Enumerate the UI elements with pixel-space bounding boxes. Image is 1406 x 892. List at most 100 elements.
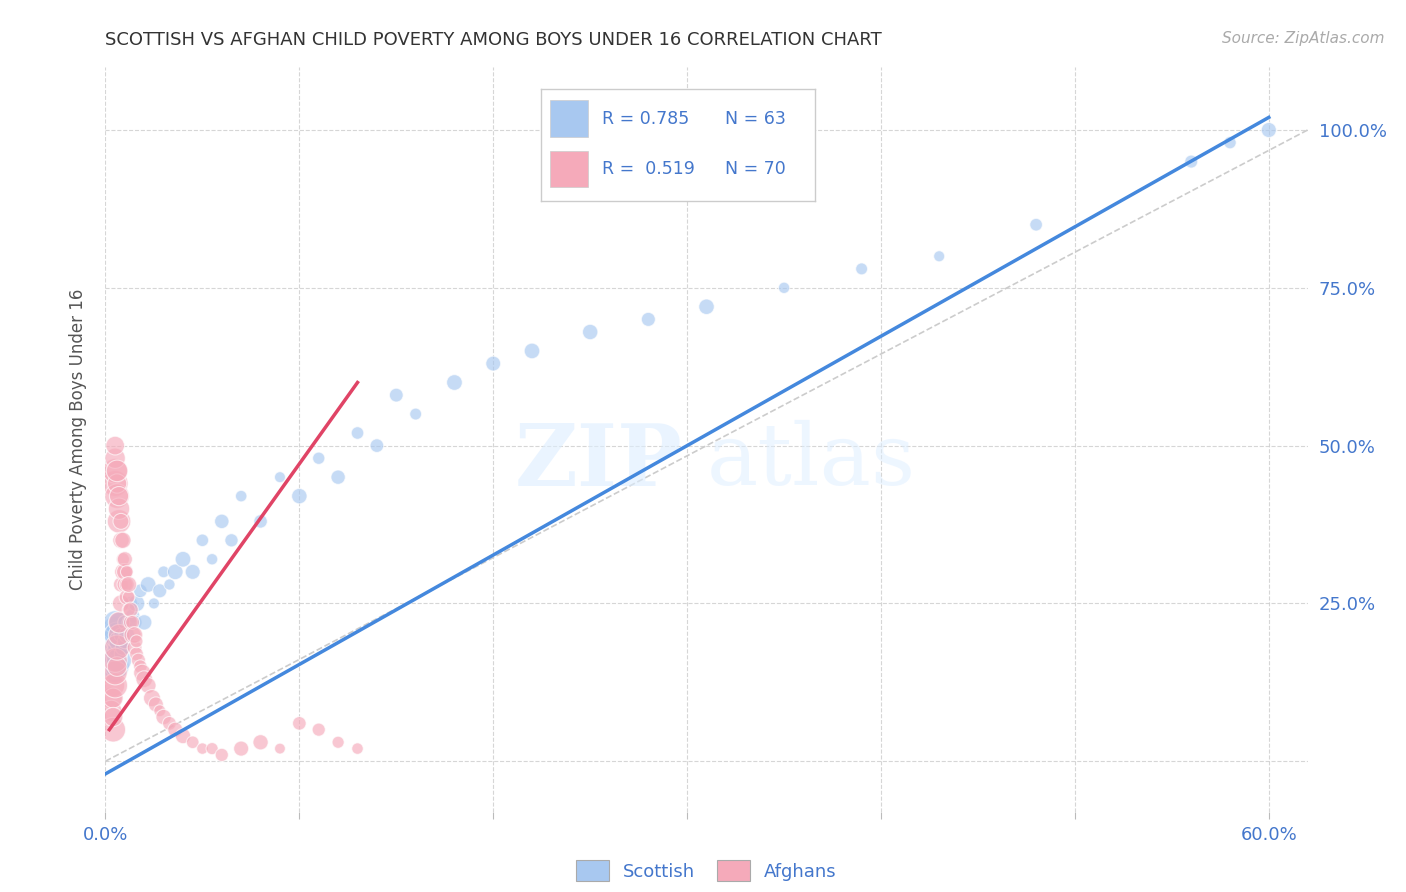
Point (110, 577, 132, 591)
Point (181, 565, 204, 579)
Text: N = 63: N = 63 (725, 110, 786, 128)
Point (152, 565, 174, 579)
Point (145, 698, 167, 712)
Point (110, 647, 132, 661)
Point (108, 634, 131, 648)
Point (231, 489, 253, 503)
Point (149, 704, 172, 718)
Point (385, 388, 408, 402)
Point (98, 659, 121, 673)
Point (118, 577, 141, 591)
Point (181, 735, 204, 749)
Point (104, 476, 127, 491)
Point (405, 407, 427, 421)
Point (115, 590, 138, 604)
Point (269, 741, 291, 756)
Point (110, 628, 132, 642)
Point (142, 596, 165, 610)
Point (103, 678, 125, 692)
Point (103, 628, 125, 642)
Point (696, 300, 718, 314)
Point (579, 325, 602, 339)
Point (1025, 218, 1047, 232)
Point (103, 691, 125, 706)
Point (105, 489, 128, 503)
Legend: Scottish, Afghans: Scottish, Afghans (569, 853, 844, 888)
Point (118, 590, 141, 604)
Point (124, 615, 146, 630)
Point (114, 552, 136, 566)
Point (288, 489, 311, 503)
Point (105, 476, 128, 491)
Point (851, 261, 873, 276)
Point (108, 489, 131, 503)
Point (111, 565, 134, 579)
Point (104, 665, 127, 680)
Point (1180, 154, 1202, 169)
Point (118, 603, 141, 617)
Point (1219, 136, 1241, 150)
Point (125, 596, 148, 610)
Point (308, 723, 330, 737)
Point (269, 470, 291, 484)
Point (172, 729, 194, 743)
Point (211, 514, 233, 528)
Point (127, 653, 149, 667)
Point (773, 281, 796, 295)
Point (152, 710, 174, 724)
Point (104, 451, 127, 466)
Point (149, 583, 172, 598)
Point (100, 704, 122, 718)
Point (100, 640, 122, 655)
Point (110, 533, 132, 548)
Point (104, 647, 127, 661)
Point (108, 615, 131, 630)
Point (191, 533, 214, 548)
Point (159, 577, 181, 591)
Point (108, 615, 131, 630)
Point (172, 552, 194, 566)
Point (108, 653, 131, 667)
Point (105, 659, 128, 673)
Point (231, 741, 253, 756)
Point (129, 583, 152, 598)
Point (249, 514, 271, 528)
Point (104, 634, 127, 648)
Point (134, 672, 156, 686)
Point (115, 628, 138, 642)
Point (120, 615, 142, 630)
Point (108, 514, 131, 528)
Point (105, 659, 128, 673)
Point (191, 741, 214, 756)
Point (115, 565, 138, 579)
Point (114, 634, 136, 648)
Point (221, 533, 243, 548)
Point (105, 628, 128, 642)
Point (114, 615, 136, 630)
Point (249, 735, 271, 749)
Text: R =  0.519: R = 0.519 (602, 160, 695, 178)
Point (125, 647, 148, 661)
Point (165, 723, 187, 737)
Point (326, 470, 349, 484)
Y-axis label: Child Poverty Among Boys Under 16: Child Poverty Among Boys Under 16 (69, 289, 87, 590)
Point (104, 665, 127, 680)
Point (103, 653, 125, 667)
Point (928, 249, 950, 263)
Text: ZIP: ZIP (515, 419, 682, 504)
Point (346, 425, 368, 440)
Point (141, 691, 163, 706)
Point (111, 552, 134, 566)
Point (134, 615, 156, 630)
Point (165, 565, 187, 579)
Point (120, 603, 142, 617)
Point (115, 577, 138, 591)
Point (100, 691, 122, 706)
Point (105, 464, 128, 478)
Point (129, 659, 152, 673)
Point (124, 640, 146, 655)
Point (131, 665, 153, 680)
Point (105, 640, 128, 655)
Text: N = 70: N = 70 (725, 160, 786, 178)
Point (637, 312, 659, 326)
